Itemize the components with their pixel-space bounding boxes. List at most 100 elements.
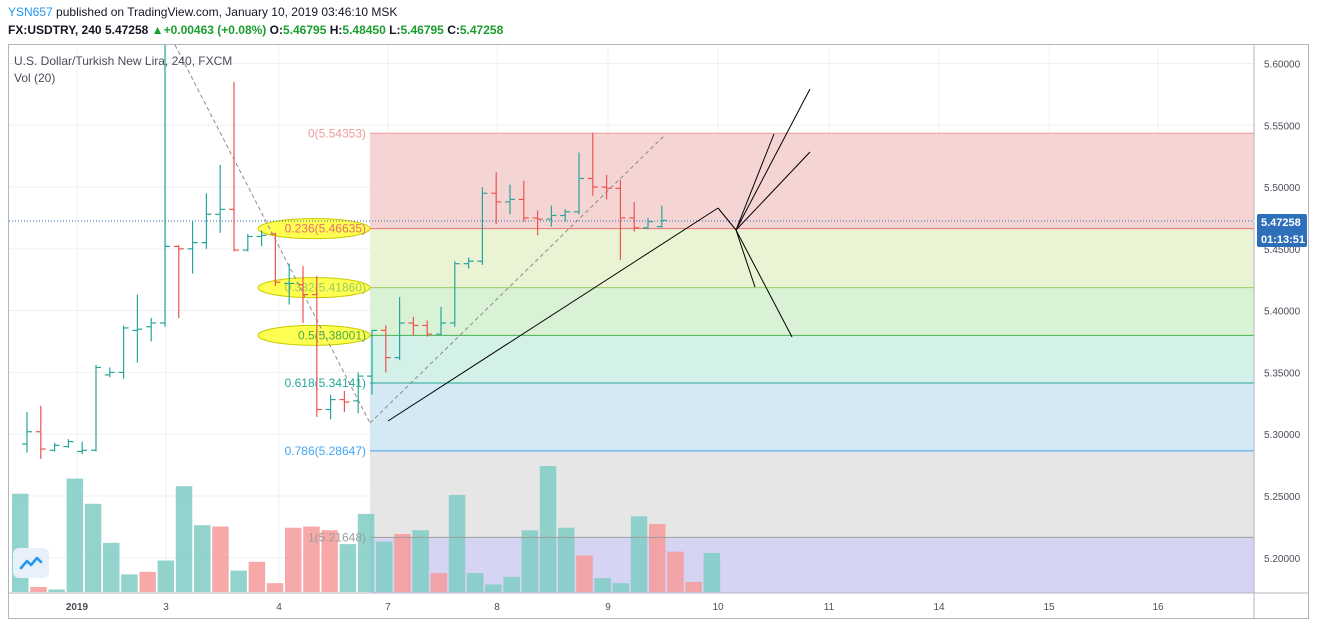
open-label: O: bbox=[269, 23, 283, 37]
volume-bar bbox=[103, 542, 120, 592]
volume-bar bbox=[321, 530, 338, 592]
fib-zone bbox=[370, 335, 1254, 384]
fib-zone bbox=[370, 383, 1254, 451]
volume-legend: Vol (20) bbox=[14, 71, 55, 85]
up-triangle-icon: ▲ bbox=[151, 23, 164, 37]
volume-bar bbox=[139, 571, 156, 592]
chart-header: YSN657 published on TradingView.com, Jan… bbox=[0, 0, 1318, 40]
last-price-badge-value: 5.47258 bbox=[1261, 217, 1301, 229]
trend-line bbox=[387, 207, 719, 422]
trend-line bbox=[735, 151, 811, 231]
x-tick-label: 14 bbox=[933, 602, 945, 613]
y-tick-label: 5.20000 bbox=[1264, 554, 1301, 565]
publish-info-line: YSN657 published on TradingView.com, Jan… bbox=[8, 5, 397, 19]
y-tick-label: 5.55000 bbox=[1264, 121, 1301, 132]
volume-bar bbox=[467, 573, 484, 592]
fib-highlight-ellipse bbox=[257, 324, 371, 346]
ohlc-bars bbox=[22, 44, 667, 459]
volume-bar bbox=[448, 494, 466, 592]
fib-zone bbox=[370, 133, 1254, 229]
volume-bar bbox=[630, 516, 648, 592]
price-chart[interactable]: 0(5.54353) 0.236(5.46635) 0.382(5.41860) 0.… bbox=[0, 40, 1318, 625]
published-text: published on TradingView.com, January 10… bbox=[56, 5, 398, 19]
trend-line bbox=[717, 207, 737, 231]
high-value: 5.48450 bbox=[342, 23, 386, 37]
open-value: 5.46795 bbox=[283, 23, 327, 37]
y-tick-label: 5.25000 bbox=[1264, 492, 1301, 503]
x-tick-label: 10 bbox=[712, 602, 724, 613]
x-tick-label: 11 bbox=[824, 602, 835, 613]
y-tick-label: 5.60000 bbox=[1264, 60, 1301, 71]
volume-bar bbox=[703, 552, 721, 592]
volume-bar bbox=[248, 561, 266, 592]
volume-bar bbox=[175, 486, 193, 592]
y-tick-label: 5.40000 bbox=[1264, 307, 1301, 318]
last-price: 5.47258 bbox=[104, 23, 149, 37]
fib-highlight-ellipse bbox=[257, 277, 371, 299]
bar-countdown: 01:13:51 bbox=[1261, 234, 1305, 246]
x-tick-label: 2019 bbox=[66, 602, 89, 613]
dashed-swing-line bbox=[369, 134, 666, 424]
volume-bar bbox=[503, 576, 520, 592]
volume-bar bbox=[558, 527, 575, 592]
fib-level-label: 0.618(5.34141) bbox=[285, 376, 366, 390]
tradingview-logo-icon[interactable] bbox=[13, 548, 49, 578]
volume-bar bbox=[66, 478, 84, 592]
volume-bar bbox=[121, 574, 138, 592]
trend-line bbox=[735, 88, 811, 231]
trend-line bbox=[735, 133, 775, 231]
volume-bar bbox=[521, 530, 539, 592]
chart-legend: U.S. Dollar/Turkish New Lira, 240, FXCM … bbox=[14, 54, 232, 85]
volume-bar bbox=[412, 530, 429, 592]
fibonacci-zones bbox=[370, 133, 1254, 593]
volume-bar bbox=[30, 586, 47, 592]
volume-bar bbox=[376, 541, 393, 592]
volume-bar bbox=[430, 573, 448, 592]
volume-bar bbox=[612, 583, 630, 592]
x-tick-label: 16 bbox=[1152, 602, 1164, 613]
fib-zone bbox=[370, 450, 1254, 538]
y-tick-label: 5.45000 bbox=[1264, 245, 1301, 256]
price-change: +0.00463 (+0.08%) bbox=[163, 23, 267, 37]
volume-bar bbox=[194, 525, 211, 592]
volume-bar bbox=[84, 503, 102, 592]
volume-bar bbox=[212, 526, 229, 592]
x-tick-label: 9 bbox=[605, 602, 611, 613]
fib-level-label: 1(5.21648) bbox=[308, 530, 366, 544]
y-tick-label: 5.30000 bbox=[1264, 430, 1301, 441]
volume-bar bbox=[649, 523, 666, 592]
volume-bar bbox=[357, 513, 375, 592]
volume-bar bbox=[339, 544, 357, 592]
volume-bar bbox=[230, 570, 247, 592]
volume-bar bbox=[594, 578, 611, 592]
last-price-badge bbox=[1257, 214, 1307, 247]
volume-bar bbox=[48, 589, 65, 592]
trend-line bbox=[735, 229, 756, 288]
fib-highlight-label: 0.236(5.46635) bbox=[285, 222, 366, 236]
fib-zone bbox=[370, 537, 1254, 593]
x-tick-label: 8 bbox=[494, 602, 500, 613]
fib-level-label: 0(5.54353) bbox=[308, 126, 366, 140]
fib-zone bbox=[370, 287, 1254, 336]
volume-bar bbox=[685, 581, 702, 592]
fib-zone bbox=[370, 228, 1254, 288]
fib-highlight-ellipse bbox=[257, 218, 371, 240]
ohlc-line: FX:USDTRY, 240 5.47258 ▲+0.00463 (+0.08%… bbox=[8, 23, 503, 37]
volume-bar bbox=[285, 527, 302, 592]
y-tick-label: 5.35000 bbox=[1264, 368, 1301, 379]
y-tick-label: 5.50000 bbox=[1264, 183, 1301, 194]
low-value: 5.46795 bbox=[400, 23, 444, 37]
volume-bar bbox=[394, 534, 411, 592]
volume-bar bbox=[485, 584, 502, 592]
x-tick-label: 7 bbox=[385, 602, 391, 613]
x-tick-label: 4 bbox=[276, 602, 282, 613]
chart-axes: 5.60000 5.55000 5.50000 5.45000 5.40000 5.350… bbox=[9, 45, 1308, 618]
price-badges: 5.47258 01:13:51 bbox=[1257, 214, 1307, 247]
fib-highlight-label: 0.5(5.38001) bbox=[298, 328, 366, 342]
x-tick-label: 3 bbox=[163, 602, 169, 613]
x-tick-label: 15 bbox=[1043, 602, 1055, 613]
volume-bar bbox=[157, 560, 175, 592]
publisher-link[interactable]: YSN657 bbox=[8, 5, 53, 19]
high-label: H: bbox=[329, 23, 343, 37]
close-label: C: bbox=[447, 23, 460, 37]
